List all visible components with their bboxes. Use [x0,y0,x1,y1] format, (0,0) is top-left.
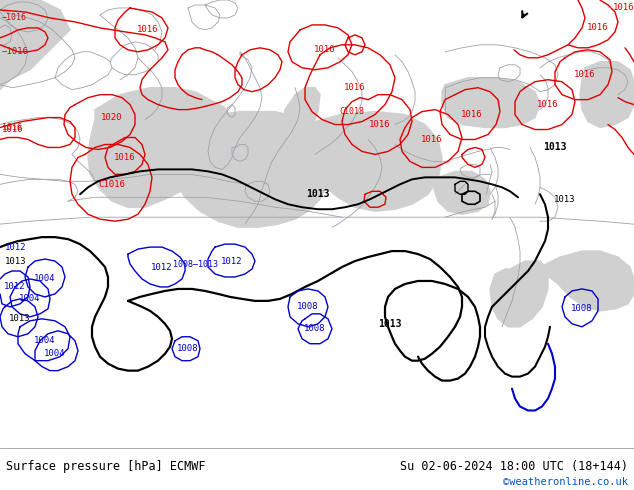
Text: 1012: 1012 [4,282,26,292]
Polygon shape [378,138,442,189]
Text: −1016: −1016 [2,48,29,56]
Text: 1016: 1016 [537,100,559,109]
Text: 1016: 1016 [574,70,596,79]
Text: 1016: 1016 [369,120,391,129]
Text: 1016: 1016 [2,123,22,132]
Text: 1004: 1004 [19,294,41,303]
Text: 1004: 1004 [34,336,56,345]
Text: 1016: 1016 [587,24,609,32]
Text: 1012: 1012 [5,243,27,251]
Polygon shape [434,172,490,214]
Text: 1016: 1016 [462,110,482,119]
Text: 1008: 1008 [571,304,593,314]
Text: Su 02-06-2024 18:00 UTC (18+144): Su 02-06-2024 18:00 UTC (18+144) [400,460,628,473]
Polygon shape [442,78,540,127]
Polygon shape [580,62,634,127]
Text: 1013: 1013 [543,143,567,152]
Text: 1013: 1013 [554,195,576,204]
Text: 1016: 1016 [344,83,366,92]
Polygon shape [0,0,70,60]
Text: 1008–1013: 1008–1013 [172,260,217,269]
Polygon shape [540,251,634,311]
Polygon shape [0,0,60,90]
Polygon shape [282,88,320,142]
Text: 1016: 1016 [2,125,23,134]
Text: 1016: 1016 [314,45,336,54]
Text: Surface pressure [hPa] ECMWF: Surface pressure [hPa] ECMWF [6,460,205,473]
Text: C1018: C1018 [339,107,365,116]
Text: 1004: 1004 [34,274,56,284]
Text: 1013: 1013 [5,257,27,266]
Text: C1016: C1016 [98,180,126,189]
Text: 1004: 1004 [44,349,66,358]
Text: 1016: 1016 [421,135,443,144]
Polygon shape [305,112,442,211]
Polygon shape [490,261,548,327]
Text: 1016: 1016 [613,3,634,12]
Text: 1016: 1016 [114,153,136,162]
Text: 1008: 1008 [178,344,198,353]
Polygon shape [88,88,232,207]
Text: 1020: 1020 [101,113,123,122]
Text: 1013: 1013 [10,314,31,323]
Text: ©weatheronline.co.uk: ©weatheronline.co.uk [503,477,628,487]
Text: 1013: 1013 [378,319,402,329]
Text: 1012: 1012 [152,263,172,271]
Text: 1008: 1008 [297,302,319,311]
Text: −1016: −1016 [2,13,27,23]
Text: 1008: 1008 [304,324,326,333]
Text: 1016: 1016 [137,25,158,34]
Text: 1012: 1012 [221,257,243,266]
Polygon shape [150,112,330,227]
Text: 1013: 1013 [306,189,330,199]
